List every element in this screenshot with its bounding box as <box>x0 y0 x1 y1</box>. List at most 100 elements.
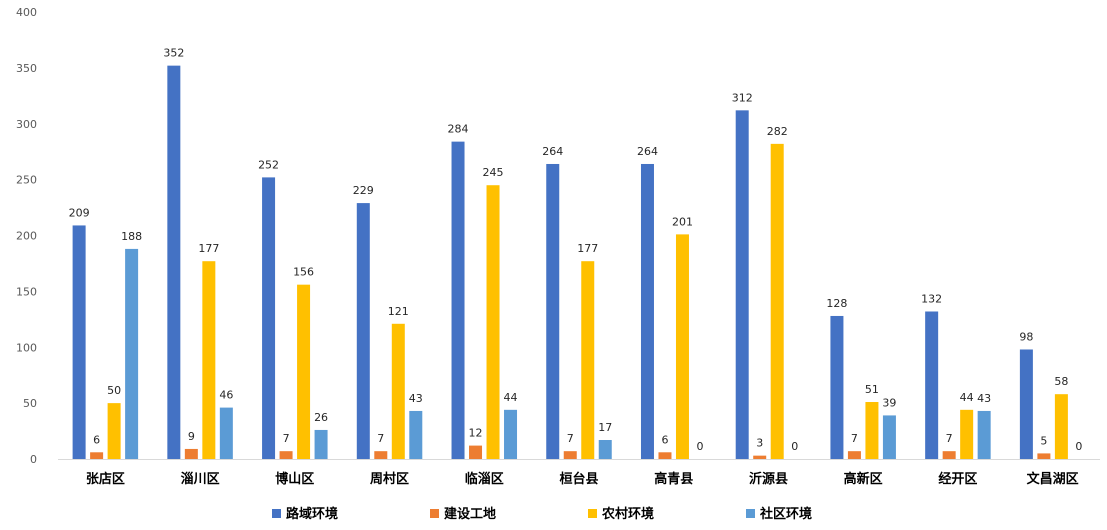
bar <box>469 445 483 459</box>
data-label: 7 <box>283 432 290 445</box>
legend: 路域环境 建设工地 农村环境 社区环境 <box>272 506 812 522</box>
data-label: 177 <box>198 242 219 255</box>
bar <box>770 143 784 460</box>
legend-label: 建设工地 <box>444 506 496 522</box>
data-label: 43 <box>409 392 423 405</box>
data-label: 5 <box>1040 434 1047 447</box>
bar <box>451 141 465 459</box>
data-label: 7 <box>567 432 574 445</box>
y-tick-label: 200 <box>16 230 37 243</box>
data-label: 44 <box>504 391 518 404</box>
bar <box>925 311 939 459</box>
data-label: 352 <box>163 47 184 60</box>
data-label: 188 <box>121 230 142 243</box>
bar <box>297 284 311 459</box>
data-label: 98 <box>1019 330 1033 343</box>
x-tick-label: 桓台县 <box>559 471 598 487</box>
bar <box>1037 453 1051 459</box>
legend-swatch <box>272 509 281 518</box>
data-label: 39 <box>882 396 896 409</box>
legend-swatch <box>588 509 597 518</box>
data-label: 177 <box>577 242 598 255</box>
data-label: 6 <box>93 433 100 446</box>
bar <box>356 203 370 459</box>
data-label: 51 <box>865 383 879 396</box>
data-label: 26 <box>314 411 328 424</box>
y-tick-label: 400 <box>16 6 37 19</box>
y-tick-label: 50 <box>23 397 37 410</box>
data-label: 12 <box>469 427 483 440</box>
bar <box>90 452 104 459</box>
x-tick-label: 文昌湖区 <box>1027 471 1079 487</box>
bar <box>598 440 612 459</box>
x-tick-label: 沂源县 <box>749 471 788 487</box>
data-label: 46 <box>219 389 233 402</box>
bar <box>882 415 896 459</box>
bar <box>830 315 844 459</box>
y-axis: 0 50 100 150 200 250 300 350 400 <box>16 6 37 466</box>
bar <box>675 234 689 459</box>
data-label: 0 <box>696 440 703 453</box>
bar <box>486 185 500 459</box>
data-label: 245 <box>483 166 504 179</box>
y-tick-label: 0 <box>30 453 37 466</box>
bar <box>279 451 293 459</box>
bar <box>753 455 767 459</box>
bar <box>546 163 560 460</box>
bar <box>262 177 276 459</box>
data-label: 7 <box>851 432 858 445</box>
y-tick-label: 250 <box>16 174 37 187</box>
y-tick-label: 300 <box>16 118 37 131</box>
bar <box>167 65 181 459</box>
data-label: 50 <box>107 384 121 397</box>
legend-label: 路域环境 <box>286 506 338 522</box>
bar <box>107 403 121 459</box>
legend-swatch <box>430 509 439 518</box>
data-label: 264 <box>542 145 563 158</box>
bar <box>219 407 233 459</box>
bar <box>847 451 861 459</box>
bar <box>735 110 749 459</box>
data-label: 58 <box>1054 375 1068 388</box>
bar <box>374 451 388 459</box>
bar <box>1019 349 1033 459</box>
data-label: 0 <box>1075 440 1082 453</box>
data-label: 282 <box>767 125 788 138</box>
legend-label: 农村环境 <box>601 506 654 522</box>
data-label: 264 <box>637 145 658 158</box>
x-tick-label: 周村区 <box>370 471 409 487</box>
data-label: 44 <box>960 391 974 404</box>
y-tick-label: 100 <box>16 341 37 354</box>
legend-label: 社区环境 <box>759 506 812 522</box>
data-label: 0 <box>791 440 798 453</box>
y-tick-label: 150 <box>16 285 37 298</box>
x-tick-label: 博山区 <box>275 471 314 487</box>
x-tick-label: 经开区 <box>938 471 977 487</box>
bar <box>391 323 405 459</box>
data-label: 252 <box>258 158 279 171</box>
y-tick-label: 350 <box>16 62 37 75</box>
bar <box>1054 394 1068 459</box>
bar <box>125 248 139 459</box>
legend-swatch <box>746 509 755 518</box>
bar <box>504 409 518 459</box>
bar <box>72 225 86 459</box>
data-label: 209 <box>69 206 90 219</box>
data-label: 156 <box>293 266 314 279</box>
data-label: 6 <box>661 433 668 446</box>
bar <box>640 163 654 460</box>
data-labels: 2096501883529177462527156262297121432841… <box>69 47 1083 453</box>
bar <box>202 261 216 459</box>
bar <box>314 429 328 459</box>
x-tick-label: 高新区 <box>844 471 883 487</box>
data-label: 43 <box>977 392 991 405</box>
bar <box>942 451 956 459</box>
x-tick-label: 高青县 <box>654 471 693 487</box>
data-label: 201 <box>672 215 693 228</box>
data-label: 17 <box>598 421 612 434</box>
data-label: 128 <box>826 297 847 310</box>
data-label: 121 <box>388 305 409 318</box>
data-label: 3 <box>756 437 763 450</box>
bar <box>581 261 595 459</box>
